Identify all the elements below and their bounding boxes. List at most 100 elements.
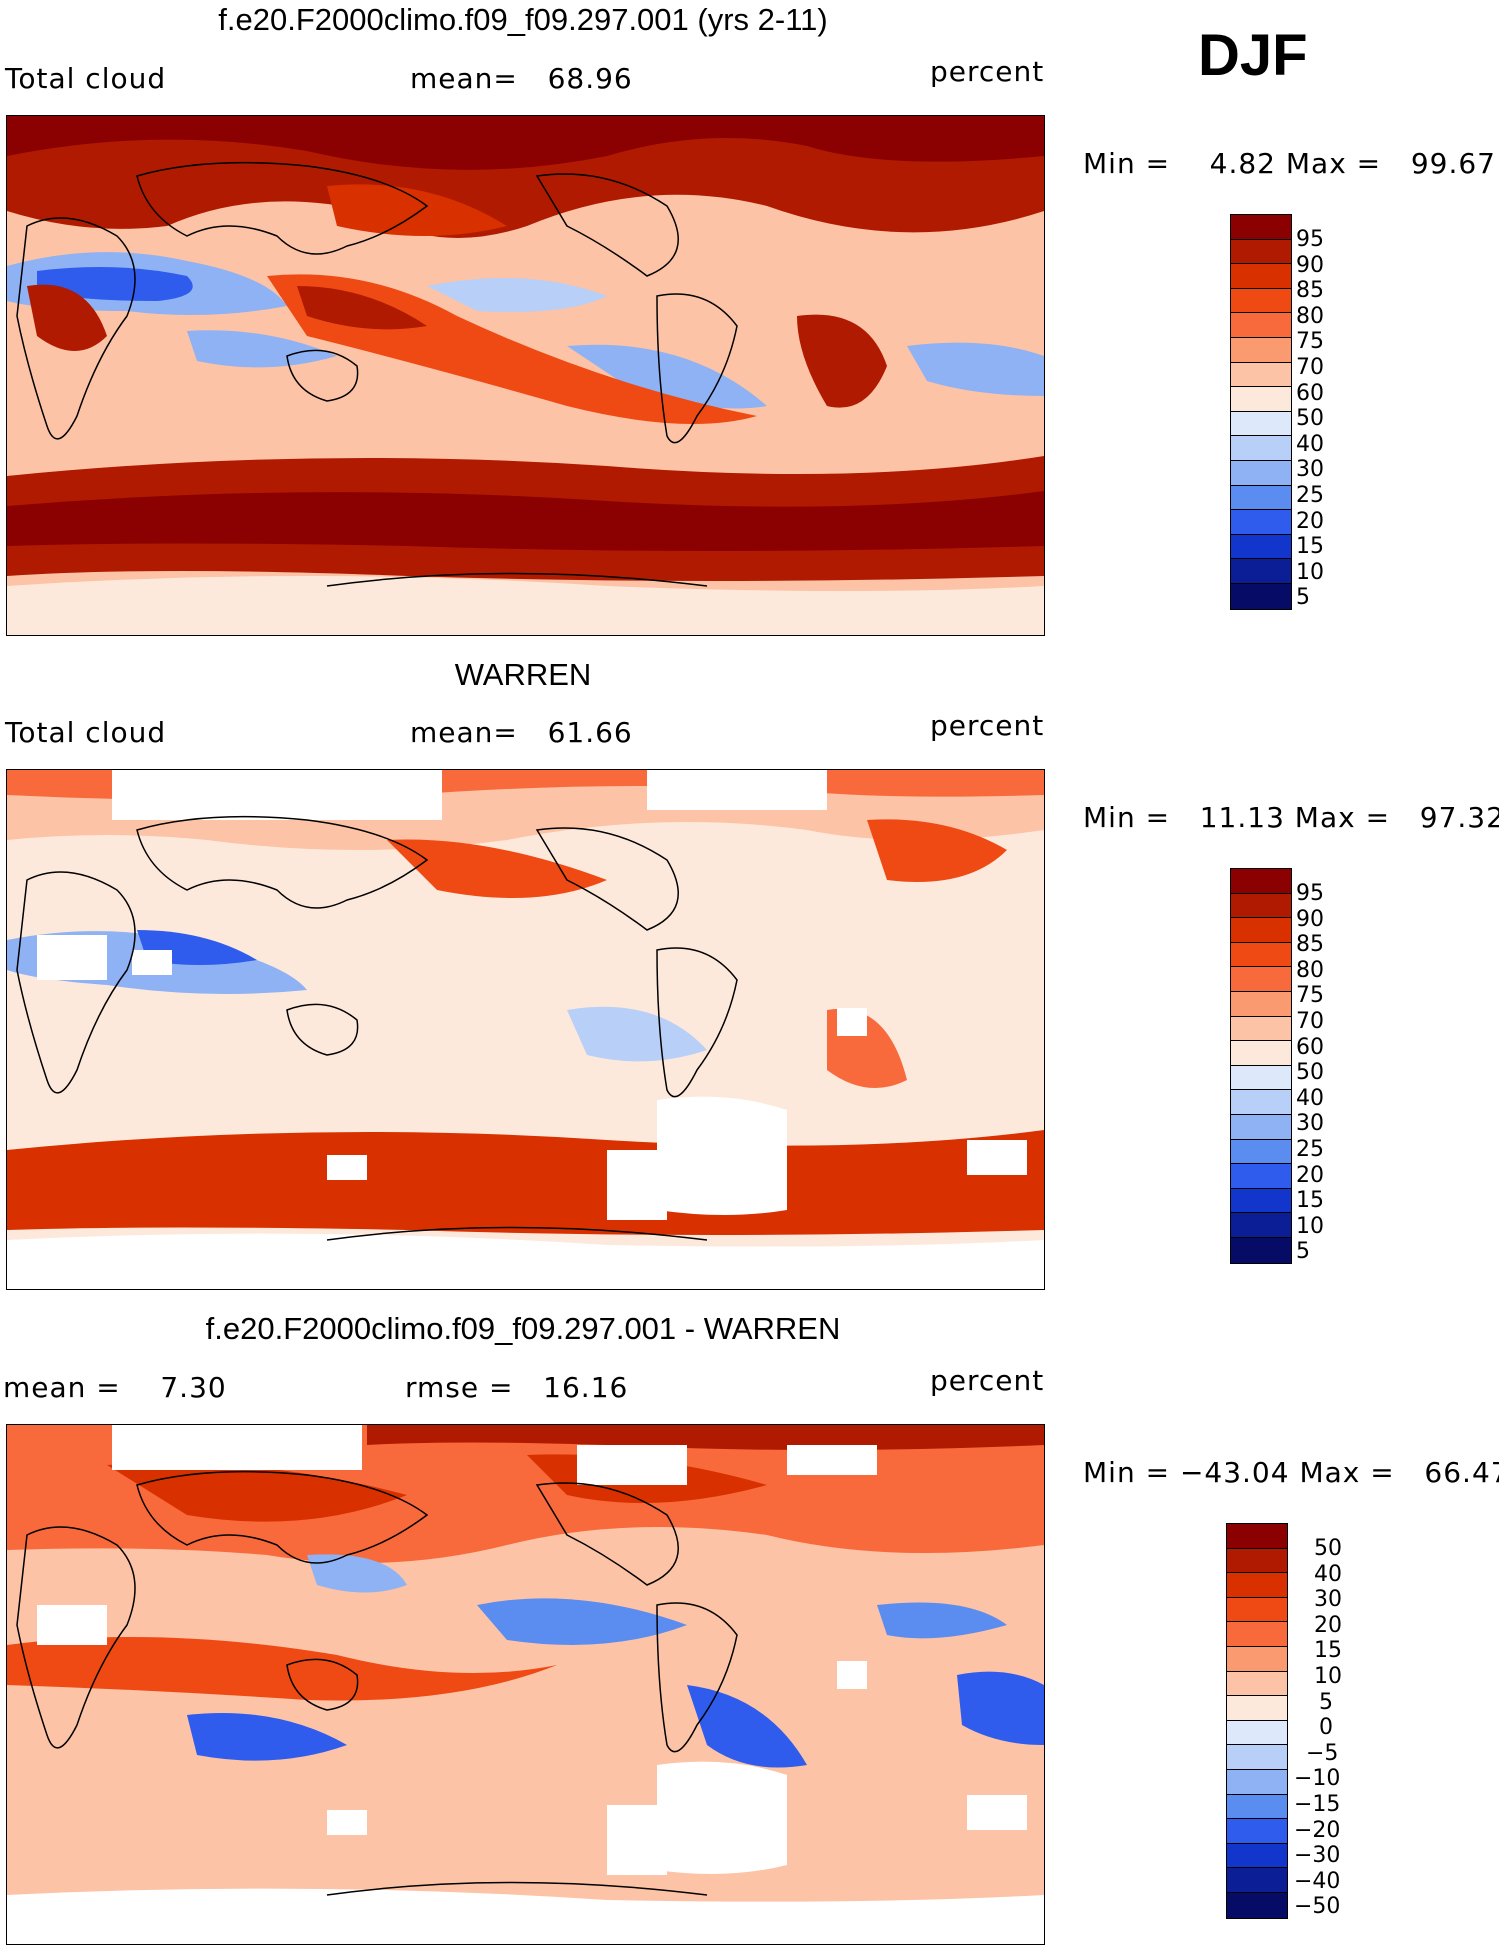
colorbar-box [1227, 1794, 1287, 1820]
panel-1-colorbar [1230, 214, 1292, 610]
colorbar-label: 10 [1314, 1664, 1342, 1689]
colorbar-box [1231, 893, 1291, 919]
colorbar-label: 85 [1296, 932, 1324, 957]
colorbar-label: 50 [1314, 1536, 1342, 1561]
colorbar-label: 20 [1296, 1163, 1324, 1188]
colorbar-label: 5 [1296, 1239, 1310, 1264]
panel-2-title: WARREN [454, 657, 592, 692]
colorbar-box [1227, 1819, 1287, 1844]
colorbar-box [1231, 1188, 1291, 1214]
colorbar-label: 5 [1319, 1690, 1333, 1715]
colorbar-box [1227, 1671, 1287, 1697]
panel-2-colorbar [1230, 868, 1292, 1264]
colorbar-box [1231, 337, 1291, 363]
colorbar-label: 15 [1296, 534, 1324, 559]
colorbar-label: −10 [1294, 1766, 1341, 1791]
colorbar-label: −30 [1294, 1843, 1341, 1868]
colorbar-box [1231, 215, 1291, 240]
colorbar-box [1231, 264, 1291, 289]
colorbar-label: 25 [1296, 1137, 1324, 1162]
colorbar-box [1231, 288, 1291, 314]
panel-3-map-svg [7, 1425, 1044, 1944]
colorbar-box [1231, 534, 1291, 560]
colorbar-label: 70 [1296, 355, 1324, 380]
colorbar-box [1231, 1090, 1291, 1115]
colorbar-box [1227, 1868, 1287, 1893]
colorbar-label: 0 [1319, 1715, 1333, 1740]
colorbar-box [1227, 1696, 1287, 1721]
colorbar-label: 80 [1296, 304, 1324, 329]
panel-2-map-svg [7, 770, 1044, 1289]
panel-3-rmse-label: rmse = 16.16 [405, 1371, 629, 1404]
colorbar-box [1227, 1524, 1287, 1549]
panel-3-units: percent [930, 1364, 1045, 1397]
season-label: DJF [1198, 23, 1308, 88]
colorbar-box [1227, 1769, 1287, 1795]
colorbar-label: 95 [1296, 881, 1324, 906]
colorbar-label: 30 [1314, 1587, 1342, 1612]
panel-1-map-svg [7, 116, 1044, 635]
colorbar-label: 10 [1296, 560, 1324, 585]
panel-1-title: f.e20.F2000climo.f09_f09.297.001 (yrs 2-… [218, 2, 828, 37]
panel-3-title: f.e20.F2000climo.f09_f09.297.001 - WARRE… [205, 1311, 841, 1346]
colorbar-label: 70 [1296, 1009, 1324, 1034]
colorbar-label: 75 [1296, 329, 1324, 354]
colorbar-label: 20 [1314, 1613, 1342, 1638]
colorbar-label: 40 [1296, 1086, 1324, 1111]
colorbar-box [1231, 869, 1291, 894]
colorbar-box [1227, 1843, 1287, 1869]
colorbar-box [1227, 1597, 1287, 1623]
panel-3-map [6, 1424, 1045, 1945]
colorbar-label: −40 [1294, 1869, 1341, 1894]
colorbar-label: 25 [1296, 483, 1324, 508]
colorbar-box [1231, 559, 1291, 584]
colorbar-label: 85 [1296, 278, 1324, 303]
colorbar-label: −50 [1294, 1894, 1341, 1919]
colorbar-box [1231, 460, 1291, 486]
colorbar-box [1231, 239, 1291, 265]
colorbar-label: 30 [1296, 1111, 1324, 1136]
panel-1-map [6, 115, 1045, 636]
colorbar-label: 50 [1296, 406, 1324, 431]
colorbar-box [1231, 918, 1291, 943]
colorbar-label: 20 [1296, 509, 1324, 534]
colorbar-box [1227, 1573, 1287, 1598]
colorbar-label: 60 [1296, 1035, 1324, 1060]
colorbar-box [1231, 1213, 1291, 1238]
colorbar-box [1227, 1622, 1287, 1647]
panel-1-mean-label: mean= 68.96 [410, 62, 633, 95]
colorbar-label: 10 [1296, 1214, 1324, 1239]
panel-1-left-label: Total cloud [5, 62, 167, 95]
colorbar-label: 5 [1296, 585, 1310, 610]
colorbar-box [1231, 1065, 1291, 1091]
colorbar-label: 40 [1296, 432, 1324, 457]
colorbar-box [1227, 1646, 1287, 1672]
colorbar-box [1231, 313, 1291, 338]
colorbar-box [1227, 1745, 1287, 1770]
colorbar-box [1231, 1237, 1291, 1263]
colorbar-label: 75 [1296, 983, 1324, 1008]
colorbar-box [1231, 967, 1291, 992]
colorbar-box [1227, 1720, 1287, 1746]
panel-1-units: percent [930, 55, 1045, 88]
panel-1-min-max: Min = 4.82 Max = 99.67 [1083, 147, 1496, 180]
colorbar-box [1231, 1139, 1291, 1165]
panel-2-units: percent [930, 709, 1045, 742]
colorbar-box [1227, 1548, 1287, 1574]
colorbar-box [1231, 583, 1291, 609]
colorbar-label: 15 [1296, 1188, 1324, 1213]
colorbar-box [1231, 387, 1291, 412]
colorbar-box [1231, 362, 1291, 388]
colorbar-label: 60 [1296, 381, 1324, 406]
colorbar-box [1231, 1016, 1291, 1042]
panel-3-mean-label: mean = 7.30 [3, 1371, 227, 1404]
colorbar-box [1231, 1164, 1291, 1189]
colorbar-label: −15 [1294, 1792, 1341, 1817]
colorbar-box [1227, 1892, 1287, 1918]
panel-2-min-max: Min = 11.13 Max = 97.32 [1083, 801, 1499, 834]
colorbar-label: −20 [1294, 1818, 1341, 1843]
colorbar-box [1231, 485, 1291, 511]
colorbar-box [1231, 991, 1291, 1017]
colorbar-label: 50 [1296, 1060, 1324, 1085]
colorbar-box [1231, 436, 1291, 461]
